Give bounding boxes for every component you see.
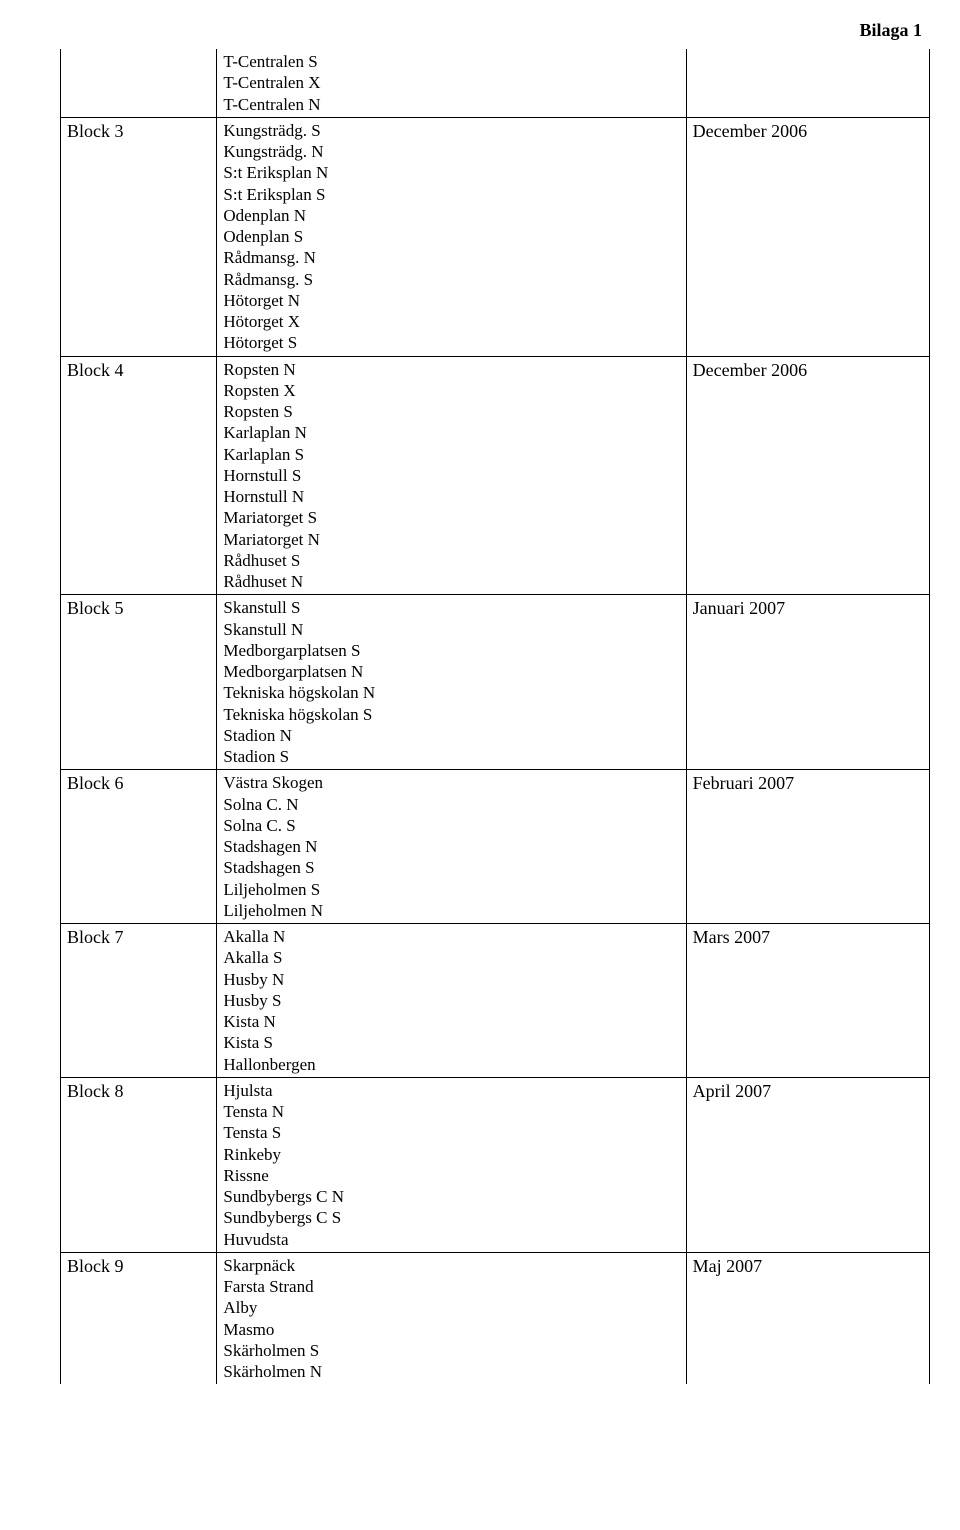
table-row: Block 6Västra SkogenSolna C. NSolna C. S… xyxy=(61,770,930,924)
station-item: Husby N xyxy=(223,969,679,990)
station-item: Tensta S xyxy=(223,1122,679,1143)
station-item: Solna C. N xyxy=(223,794,679,815)
schedule-date: Februari 2007 xyxy=(686,770,929,924)
station-item: S:t Eriksplan S xyxy=(223,184,679,205)
station-list: T-Centralen ST-Centralen XT-Centralen N xyxy=(217,49,686,117)
station-item: Hjulsta xyxy=(223,1080,679,1101)
station-item: Hallonbergen xyxy=(223,1054,679,1075)
station-item: Alby xyxy=(223,1297,679,1318)
station-item: Husby S xyxy=(223,990,679,1011)
schedule-table: T-Centralen ST-Centralen XT-Centralen NB… xyxy=(60,49,930,1384)
station-list: Kungsträdg. SKungsträdg. NS:t Eriksplan … xyxy=(217,117,686,356)
station-item: Stadion N xyxy=(223,725,679,746)
station-item: Tensta N xyxy=(223,1101,679,1122)
page-header-title: Bilaga 1 xyxy=(60,20,930,41)
station-item: Skärholmen N xyxy=(223,1361,679,1382)
schedule-date: December 2006 xyxy=(686,117,929,356)
station-list: Skanstull SSkanstull NMedborgarplatsen S… xyxy=(217,595,686,770)
station-item: Medborgarplatsen N xyxy=(223,661,679,682)
station-item: Rådmansg. S xyxy=(223,269,679,290)
table-row: Block 3Kungsträdg. SKungsträdg. NS:t Eri… xyxy=(61,117,930,356)
station-item: Karlaplan N xyxy=(223,422,679,443)
block-label: Block 4 xyxy=(61,356,217,595)
station-item: Stadshagen N xyxy=(223,836,679,857)
schedule-date: April 2007 xyxy=(686,1077,929,1252)
table-row: Block 4Ropsten NRopsten XRopsten SKarlap… xyxy=(61,356,930,595)
schedule-date: Mars 2007 xyxy=(686,924,929,1078)
station-item: Rådhuset N xyxy=(223,571,679,592)
station-list: SkarpnäckFarsta StrandAlbyMasmoSkärholme… xyxy=(217,1252,686,1384)
block-label: Block 6 xyxy=(61,770,217,924)
station-item: Liljeholmen N xyxy=(223,900,679,921)
station-item: T-Centralen S xyxy=(223,51,679,72)
station-item: Huvudsta xyxy=(223,1229,679,1250)
table-row: Block 7Akalla NAkalla SHusby NHusby SKis… xyxy=(61,924,930,1078)
block-label xyxy=(61,49,217,117)
table-row: T-Centralen ST-Centralen XT-Centralen N xyxy=(61,49,930,117)
station-list: Västra SkogenSolna C. NSolna C. SStadsha… xyxy=(217,770,686,924)
station-item: Kista S xyxy=(223,1032,679,1053)
station-item: Ropsten S xyxy=(223,401,679,422)
station-item: Akalla S xyxy=(223,947,679,968)
station-item: Liljeholmen S xyxy=(223,879,679,900)
station-item: Hornstull S xyxy=(223,465,679,486)
block-label: Block 8 xyxy=(61,1077,217,1252)
station-item: T-Centralen X xyxy=(223,72,679,93)
station-item: Ropsten X xyxy=(223,380,679,401)
station-item: Rådhuset S xyxy=(223,550,679,571)
schedule-date: December 2006 xyxy=(686,356,929,595)
station-item: Ropsten N xyxy=(223,359,679,380)
station-item: Hötorget X xyxy=(223,311,679,332)
station-item: Mariatorget N xyxy=(223,529,679,550)
table-row: Block 9SkarpnäckFarsta StrandAlbyMasmoSk… xyxy=(61,1252,930,1384)
station-item: Skärholmen S xyxy=(223,1340,679,1361)
station-item: Rissne xyxy=(223,1165,679,1186)
block-label: Block 9 xyxy=(61,1252,217,1384)
schedule-date xyxy=(686,49,929,117)
station-item: S:t Eriksplan N xyxy=(223,162,679,183)
station-item: Odenplan S xyxy=(223,226,679,247)
station-item: Farsta Strand xyxy=(223,1276,679,1297)
station-item: Hornstull N xyxy=(223,486,679,507)
station-item: Kungsträdg. N xyxy=(223,141,679,162)
station-list: Akalla NAkalla SHusby NHusby SKista NKis… xyxy=(217,924,686,1078)
station-item: Karlaplan S xyxy=(223,444,679,465)
schedule-table-body: T-Centralen ST-Centralen XT-Centralen NB… xyxy=(61,49,930,1384)
table-row: Block 5Skanstull SSkanstull NMedborgarpl… xyxy=(61,595,930,770)
station-list: Ropsten NRopsten XRopsten SKarlaplan NKa… xyxy=(217,356,686,595)
station-item: Skarpnäck xyxy=(223,1255,679,1276)
block-label: Block 5 xyxy=(61,595,217,770)
table-row: Block 8HjulstaTensta NTensta SRinkebyRis… xyxy=(61,1077,930,1252)
station-item: Rinkeby xyxy=(223,1144,679,1165)
station-item: Medborgarplatsen S xyxy=(223,640,679,661)
schedule-date: Maj 2007 xyxy=(686,1252,929,1384)
station-item: Masmo xyxy=(223,1319,679,1340)
station-item: Skanstull N xyxy=(223,619,679,640)
block-label: Block 7 xyxy=(61,924,217,1078)
station-item: Sundbybergs C S xyxy=(223,1207,679,1228)
station-item: Sundbybergs C N xyxy=(223,1186,679,1207)
station-item: Västra Skogen xyxy=(223,772,679,793)
station-item: Akalla N xyxy=(223,926,679,947)
station-item: Solna C. S xyxy=(223,815,679,836)
station-item: Mariatorget S xyxy=(223,507,679,528)
station-item: Stadshagen S xyxy=(223,857,679,878)
schedule-date: Januari 2007 xyxy=(686,595,929,770)
block-label: Block 3 xyxy=(61,117,217,356)
station-item: Hötorget S xyxy=(223,332,679,353)
station-list: HjulstaTensta NTensta SRinkebyRissneSund… xyxy=(217,1077,686,1252)
station-item: Odenplan N xyxy=(223,205,679,226)
station-item: Kungsträdg. S xyxy=(223,120,679,141)
station-item: Skanstull S xyxy=(223,597,679,618)
station-item: Rådmansg. N xyxy=(223,247,679,268)
station-item: Tekniska högskolan S xyxy=(223,704,679,725)
station-item: Tekniska högskolan N xyxy=(223,682,679,703)
station-item: Kista N xyxy=(223,1011,679,1032)
station-item: Stadion S xyxy=(223,746,679,767)
station-item: Hötorget N xyxy=(223,290,679,311)
station-item: T-Centralen N xyxy=(223,94,679,115)
